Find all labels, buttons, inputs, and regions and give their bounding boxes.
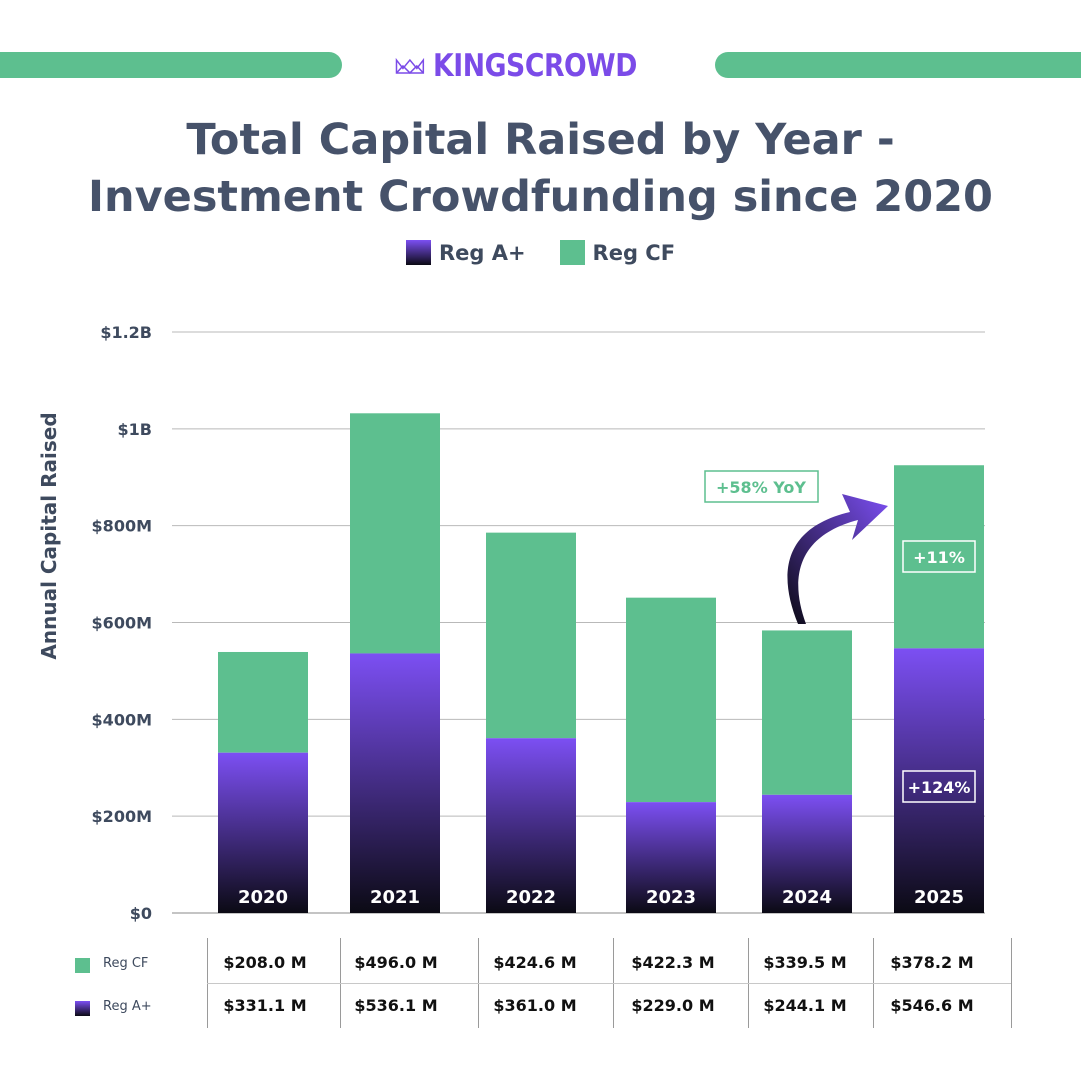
y-tick-label: $400M <box>92 710 152 729</box>
page-title: Total Capital Raised by Year - Investmen… <box>0 112 1081 226</box>
bar-reg-cf-2024 <box>762 630 852 795</box>
bar-reg-cf-2023 <box>626 597 716 803</box>
yoy-annotation-box <box>704 470 819 503</box>
y-tick-label: $1.2B <box>100 323 152 342</box>
bar-reg-a-2023 <box>626 802 716 913</box>
top-decor-bar-right <box>715 52 1081 78</box>
x-tick-label: 2023 <box>646 887 696 908</box>
rega-growth-box <box>902 770 976 803</box>
x-tick-label: 2025 <box>914 887 964 908</box>
y-tick-label: $600M <box>92 614 152 633</box>
x-tick-label: 2022 <box>506 887 556 908</box>
brand-name: KINGSCROWD <box>432 48 637 84</box>
cf-growth-box <box>902 540 976 573</box>
title-line-1: Total Capital Raised by Year - <box>186 115 895 165</box>
title-line-2: Investment Crowdfunding since 2020 <box>88 172 993 222</box>
bar-reg-cf-2020 <box>218 651 308 753</box>
legend-label-reg-a: Reg A+ <box>438 240 526 265</box>
crown-icon <box>395 57 425 75</box>
bar-reg-cf-2025 <box>894 465 984 649</box>
chart-legend: Reg A+ Reg CF <box>0 240 1081 265</box>
x-tick-label: 2021 <box>370 887 420 908</box>
bar-reg-cf-2021 <box>350 413 440 654</box>
rega-growth-label: +124% <box>908 778 971 797</box>
brand-logo: KINGSCROWD <box>395 44 670 88</box>
legend-item-reg-cf: Reg CF <box>559 240 676 265</box>
bar-reg-a-2020 <box>218 752 308 913</box>
y-axis-label: Annual Capital Raised <box>37 412 61 659</box>
legend-label-reg-cf: Reg CF <box>592 240 676 265</box>
legend-swatch-reg-cf <box>559 240 585 265</box>
bar-reg-a-2025 <box>894 648 984 913</box>
legend-swatch-reg-a <box>405 240 431 265</box>
y-tick-label: $1B <box>118 420 152 439</box>
top-decor-bar-left <box>0 52 342 78</box>
y-tick-label: $0 <box>130 904 152 923</box>
y-tick-label: $200M <box>92 807 152 826</box>
legend-item-reg-a: Reg A+ <box>405 240 526 265</box>
y-tick-label: $800M <box>92 517 152 536</box>
x-tick-label: 2020 <box>238 887 288 908</box>
growth-arrow-icon <box>787 494 888 624</box>
bar-reg-a-2021 <box>350 653 440 913</box>
cf-growth-label: +11% <box>913 548 965 567</box>
yoy-annotation-label: +58% YoY <box>716 478 806 497</box>
x-tick-label: 2024 <box>782 887 832 908</box>
bar-reg-cf-2022 <box>486 532 576 739</box>
bar-reg-a-2022 <box>486 738 576 913</box>
bar-reg-a-2024 <box>762 794 852 913</box>
